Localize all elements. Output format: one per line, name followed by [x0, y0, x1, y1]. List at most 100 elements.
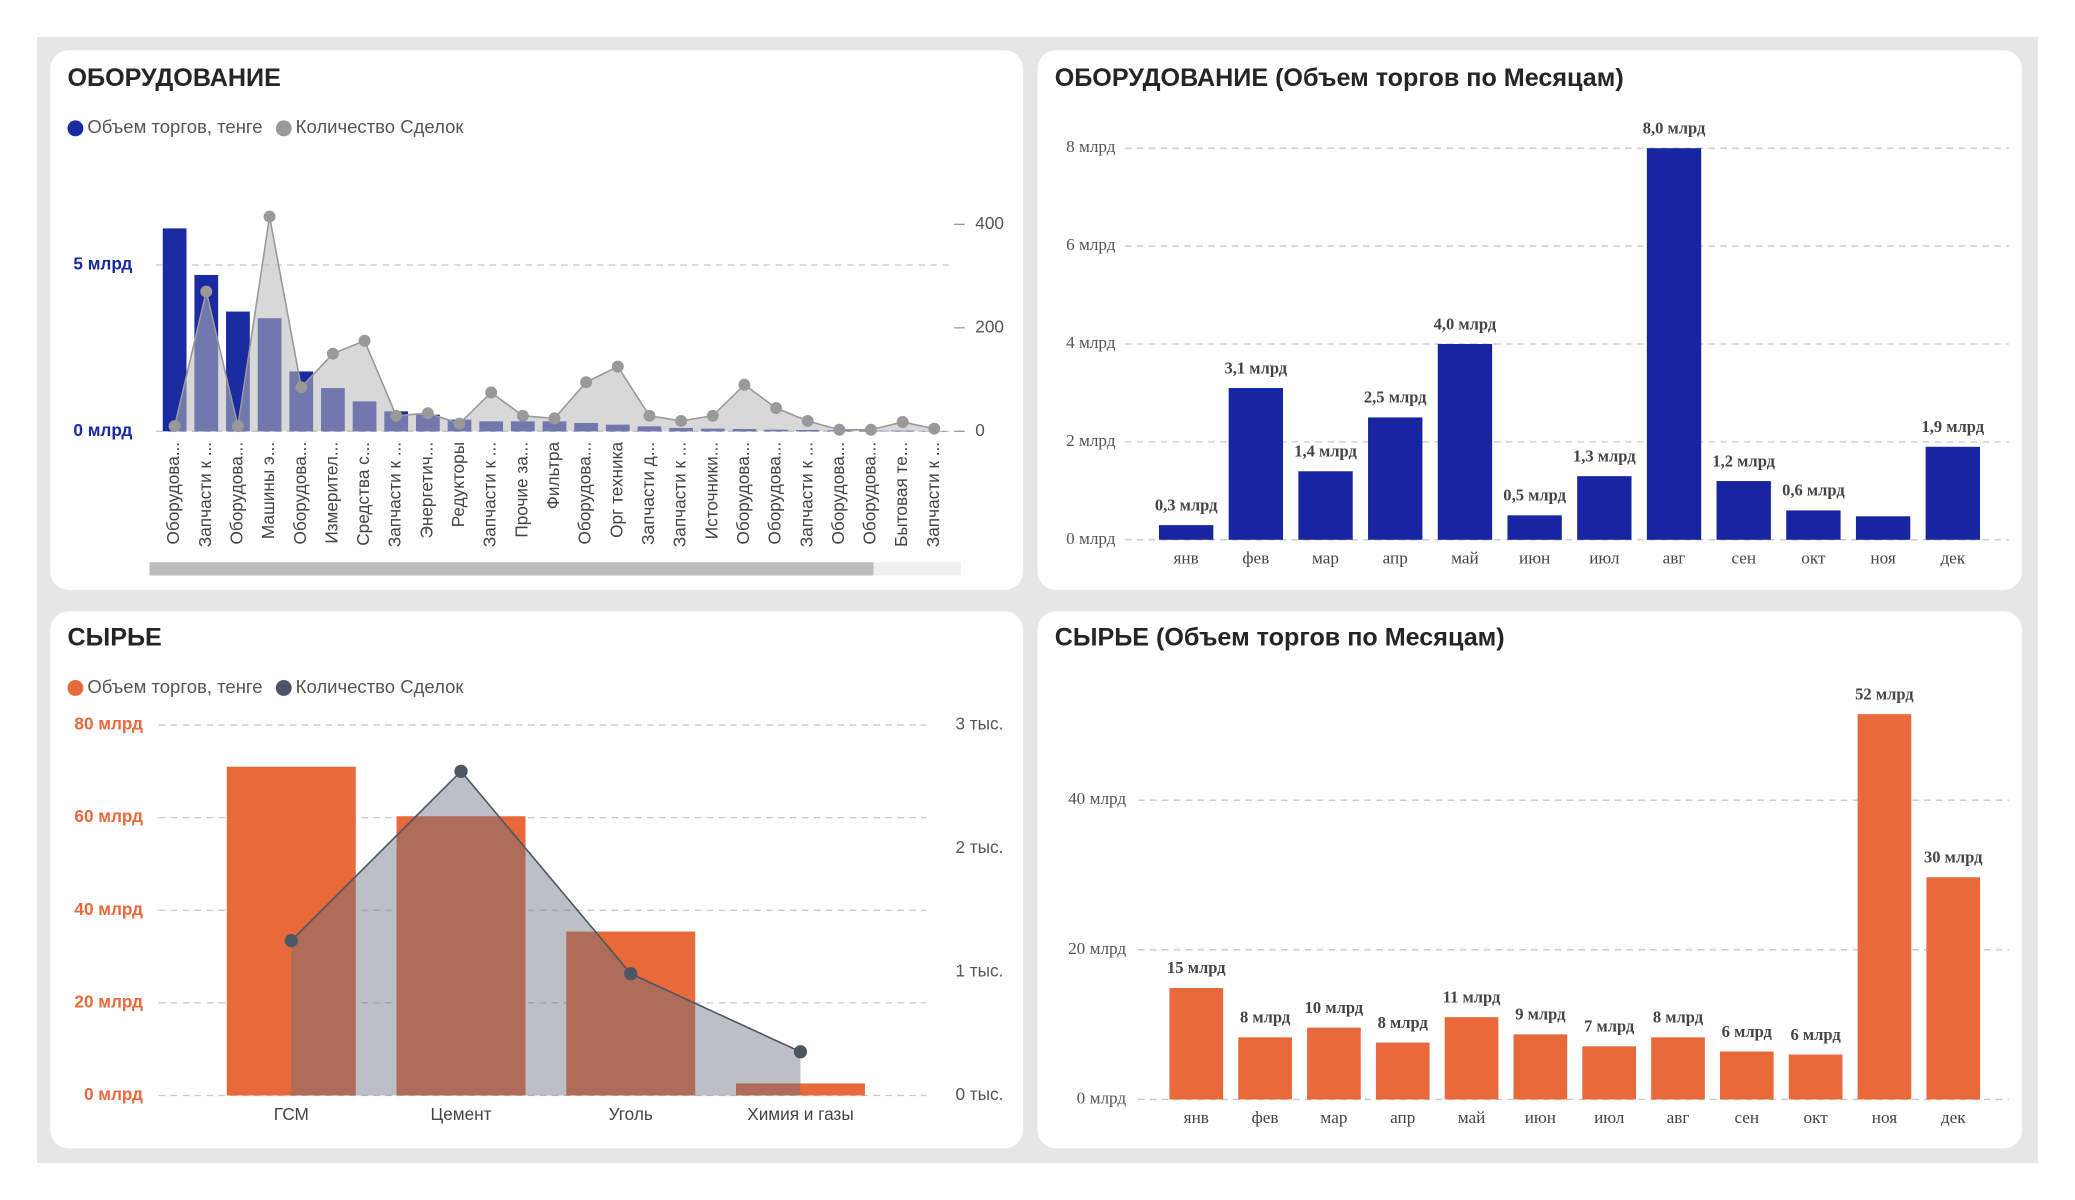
- y-tick-label: 80 млрд: [74, 714, 143, 734]
- x-tick-label: янв: [1184, 1108, 1209, 1127]
- x-tick-label: Источники...: [701, 442, 721, 539]
- x-tick-label: Оборудова...: [733, 442, 753, 545]
- data-label: 11 млрд: [1443, 987, 1501, 1006]
- x-tick-label: Запчасти к ...: [195, 442, 215, 547]
- bar: [1786, 510, 1841, 540]
- bar: [1857, 714, 1912, 1100]
- bar: [1582, 1046, 1637, 1100]
- point: [485, 386, 498, 399]
- bar: [1375, 1042, 1430, 1100]
- x-tick-label: Энергетич...: [416, 442, 436, 539]
- point: [793, 1045, 808, 1059]
- point: [516, 409, 529, 422]
- x-tick-label: окт: [1804, 1108, 1829, 1127]
- data-label: 1,2 млрд: [1712, 451, 1775, 470]
- y-tick-label: 0 млрд: [1066, 529, 1116, 548]
- point: [801, 415, 814, 427]
- bar: [226, 766, 356, 1096]
- point: [390, 409, 403, 422]
- point: [675, 415, 688, 427]
- bar: [1507, 515, 1562, 540]
- point: [200, 285, 213, 298]
- data-label: 1,3 млрд: [1573, 446, 1636, 465]
- data-label: 7 млрд: [1584, 1017, 1635, 1036]
- legend-label: Объем торгов, тенге: [87, 676, 262, 697]
- y-tick-label: 60 млрд: [74, 806, 143, 826]
- y2-tick-label: 400: [975, 213, 1004, 233]
- bar: [1437, 343, 1493, 540]
- point: [865, 423, 877, 436]
- x-tick-label: авг: [1663, 549, 1686, 568]
- legend-marker: [67, 680, 84, 696]
- x-tick-label: янв: [1174, 549, 1199, 568]
- legend-marker: [67, 120, 84, 137]
- bar: [1646, 148, 1702, 540]
- point: [738, 378, 751, 391]
- x-tick-label: Цемент: [431, 1104, 492, 1124]
- y2-tick-label: 2 тыс.: [955, 837, 1003, 857]
- bar: [1307, 1027, 1361, 1100]
- x-tick-label: мар: [1320, 1108, 1347, 1127]
- x-tick-label: май: [1451, 549, 1479, 568]
- data-label: 9 млрд: [1515, 1005, 1566, 1024]
- bar: [1925, 446, 1980, 540]
- bar: [1719, 1051, 1774, 1100]
- area: [291, 771, 801, 1096]
- data-label: 0,5 млрд: [1503, 486, 1566, 505]
- point: [358, 334, 371, 347]
- data-label: 10 млрд: [1305, 998, 1364, 1017]
- legend-marker: [275, 680, 292, 696]
- bar: [1238, 1037, 1292, 1100]
- x-tick-label: Бытовая те...: [891, 442, 911, 547]
- y2-tick-label: 200: [975, 316, 1004, 336]
- bar: [1651, 1037, 1705, 1100]
- point: [263, 210, 276, 223]
- legend-label: Количество Сделок: [296, 116, 465, 137]
- x-tick-label: апр: [1390, 1108, 1415, 1127]
- data-label: 4,0 млрд: [1434, 314, 1497, 333]
- x-tick-label: дек: [1940, 549, 1965, 568]
- data-label: 0,6 млрд: [1782, 481, 1845, 500]
- data-label: 8,0 млрд: [1643, 118, 1706, 137]
- point: [284, 934, 298, 948]
- panel: [1037, 50, 2023, 591]
- y-tick-label: 40 млрд: [1068, 789, 1126, 808]
- data-label: 1,9 млрд: [1921, 417, 1984, 436]
- x-tick-label: Запчасти к ...: [480, 442, 500, 547]
- bar: [1577, 476, 1632, 540]
- bar: [1513, 1034, 1568, 1100]
- x-tick-label: Оборудова...: [575, 442, 595, 545]
- x-tick-label: Оборудова...: [290, 442, 310, 545]
- x-tick-label: июл: [1589, 549, 1620, 568]
- y-tick-label: 6 млрд: [1066, 235, 1116, 254]
- point: [421, 407, 434, 420]
- x-tick-label: июл: [1594, 1108, 1625, 1127]
- line: [290, 770, 801, 1053]
- y2-tick-label: 0: [975, 420, 985, 440]
- point: [454, 764, 468, 778]
- x-tick-label: Уголь: [609, 1104, 653, 1124]
- legend-label: Количество Сделок: [296, 676, 465, 697]
- bar: [566, 931, 696, 1096]
- data-label: 6 млрд: [1791, 1025, 1842, 1044]
- scrollbar-thumb[interactable]: [149, 562, 874, 576]
- point: [231, 420, 244, 433]
- data-label: 8 млрд: [1378, 1013, 1429, 1032]
- x-tick-label: фев: [1242, 549, 1269, 568]
- panel: [50, 50, 1023, 591]
- data-label: 6 млрд: [1722, 1022, 1773, 1041]
- area: [174, 216, 935, 432]
- bar: [1368, 417, 1423, 540]
- bar: [162, 228, 187, 432]
- x-tick-label: мар: [1312, 549, 1339, 568]
- y-tick-label: 5 млрд: [73, 254, 132, 274]
- x-tick-label: Измерител...: [321, 442, 341, 544]
- chart-title: ОБОРУДОВАНИЕ: [67, 64, 280, 92]
- point: [928, 422, 941, 435]
- bar: [1444, 1017, 1499, 1100]
- point: [453, 417, 466, 430]
- x-tick-label: Орг техника: [606, 441, 626, 537]
- x-tick-label: фев: [1252, 1108, 1279, 1127]
- x-tick-label: Химия и газы: [747, 1104, 853, 1124]
